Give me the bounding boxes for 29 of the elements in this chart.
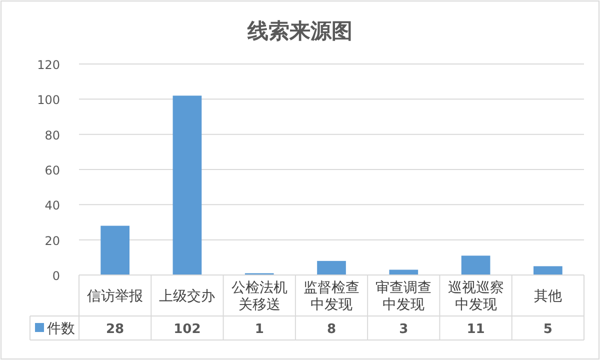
y-tick-label: 120 (37, 58, 60, 72)
x-tick-label: 信访举报 (87, 288, 144, 304)
y-tick-label: 0 (52, 269, 60, 283)
data-label: 5 (543, 322, 552, 337)
x-tick-label: 监督检查中发现 (304, 280, 360, 313)
bar (461, 256, 490, 275)
y-tick-label: 100 (37, 93, 60, 108)
y-tick-label: 40 (44, 198, 60, 213)
data-label: 3 (399, 322, 408, 337)
bar (389, 270, 418, 275)
bar (172, 96, 202, 275)
y-tick-label: 20 (44, 234, 60, 248)
y-tick-label: 60 (44, 164, 60, 178)
x-tick-label: 公检法机关移送 (231, 280, 288, 313)
x-tick-label: 巡视巡察中发现 (448, 280, 504, 313)
chart-title: 线索来源图 (246, 18, 352, 43)
data-label: 28 (106, 322, 124, 337)
legend-label: 件数 (47, 321, 75, 337)
data-label: 1 (254, 322, 264, 337)
data-label: 11 (466, 322, 485, 337)
data-label: 102 (174, 322, 201, 337)
bar (100, 226, 130, 275)
bar (317, 260, 346, 275)
x-tick-label: 其他 (534, 288, 562, 304)
x-tick-label: 审查调查中发现 (376, 280, 432, 313)
bar (534, 266, 562, 275)
y-tick-label: 80 (44, 128, 60, 142)
x-tick-label: 上级交办 (159, 288, 216, 304)
data-label: 8 (326, 322, 336, 337)
